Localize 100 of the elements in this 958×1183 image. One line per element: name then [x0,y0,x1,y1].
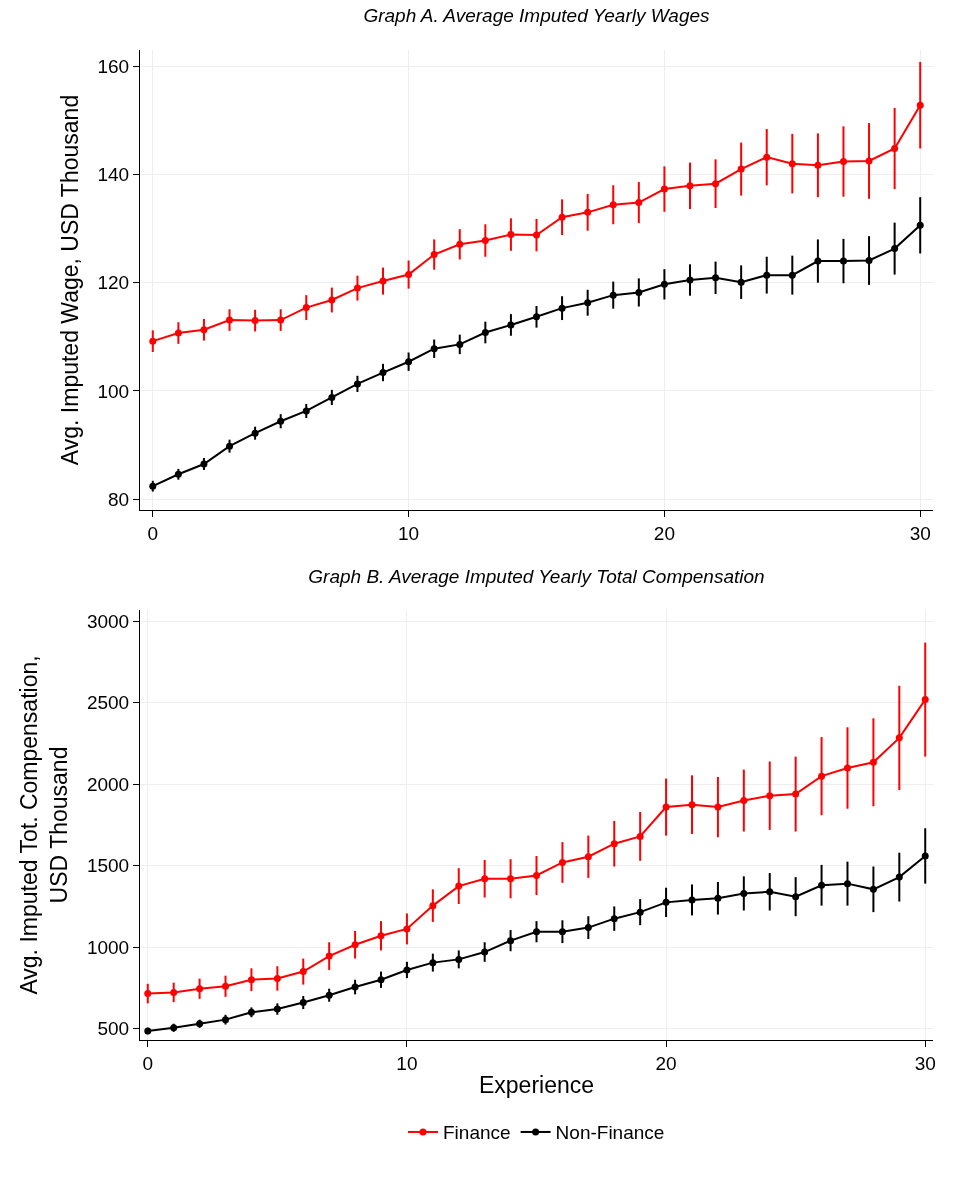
y-tick-label: 120 [97,272,130,294]
point [403,966,411,974]
point [507,321,515,329]
point [429,902,437,910]
point [403,925,411,933]
point [170,988,178,996]
point [584,924,592,932]
point [737,165,745,173]
x-axis-title: Experience [478,1072,595,1099]
point [921,852,929,860]
point [507,875,515,883]
point [533,928,540,936]
point [507,231,515,239]
point [174,329,182,337]
point [377,976,385,984]
point [584,853,592,861]
x-tick-label: 30 [909,522,931,544]
y-tick-label: 140 [97,164,130,186]
point [405,271,413,279]
point [869,758,877,766]
point [226,442,234,450]
point [379,277,387,285]
point [429,959,437,967]
point [299,968,307,976]
legend-label: Finance [443,1122,511,1144]
point [895,873,903,881]
point [792,790,800,798]
point [251,429,259,437]
point [456,240,464,248]
point [740,889,748,897]
point [533,871,540,879]
legend-label: Non-Finance [555,1122,665,1144]
point [712,274,720,282]
y-tick-label: 500 [97,1018,130,1040]
point [584,299,592,307]
point [353,380,361,388]
point [737,278,745,286]
y-axis-title: Avg. Imputed Wage, USD Thousand [56,94,83,466]
point [226,316,234,324]
point [328,296,336,304]
point [714,894,722,902]
point [891,144,899,152]
x-tick-label: 0 [142,1052,154,1074]
point [865,257,873,265]
point [351,983,359,991]
x-tick-label: 30 [914,1052,936,1074]
point [351,941,359,949]
x-tick-label: 10 [396,1052,418,1074]
point [353,284,361,292]
point [686,276,694,284]
point [149,337,157,345]
x-tick-label: 20 [653,522,675,544]
point [818,881,826,889]
point [636,908,644,916]
point [558,304,566,312]
point [325,991,333,999]
x-tick-label: 0 [147,522,159,544]
y-tick-label: 2000 [86,773,130,795]
point [688,896,696,904]
point [814,161,822,169]
point [558,213,566,221]
point [558,928,566,936]
point [662,803,670,811]
point [921,696,929,704]
point [558,858,566,866]
point [610,915,618,923]
point [712,180,720,188]
x-tick-label: 10 [398,522,420,544]
point [144,990,152,998]
point [839,157,847,165]
point [584,208,592,216]
point [481,328,489,336]
point [763,153,771,161]
point [814,257,822,265]
chart-title: Graph A. Average Imputed Yearly Wages [363,4,711,26]
point [636,832,644,840]
point [302,407,310,415]
point [740,797,748,805]
point [916,221,924,229]
point [869,885,877,893]
y-tick-label: 80 [108,488,130,510]
point [533,313,540,321]
point [635,288,643,296]
point [714,803,722,811]
point [662,898,670,906]
point [405,358,413,366]
y-axis-title: Avg. Imputed Tot. Compensation, USD Thousand [16,655,73,995]
point [788,271,796,279]
point [222,982,230,990]
point [430,345,438,353]
point [843,764,851,772]
point [481,875,489,883]
point [610,840,618,848]
point [481,236,489,244]
point [688,801,696,809]
point [379,369,387,377]
point [533,231,540,239]
y-tick-label: 2500 [86,692,130,714]
point [891,245,899,253]
point [839,257,847,265]
